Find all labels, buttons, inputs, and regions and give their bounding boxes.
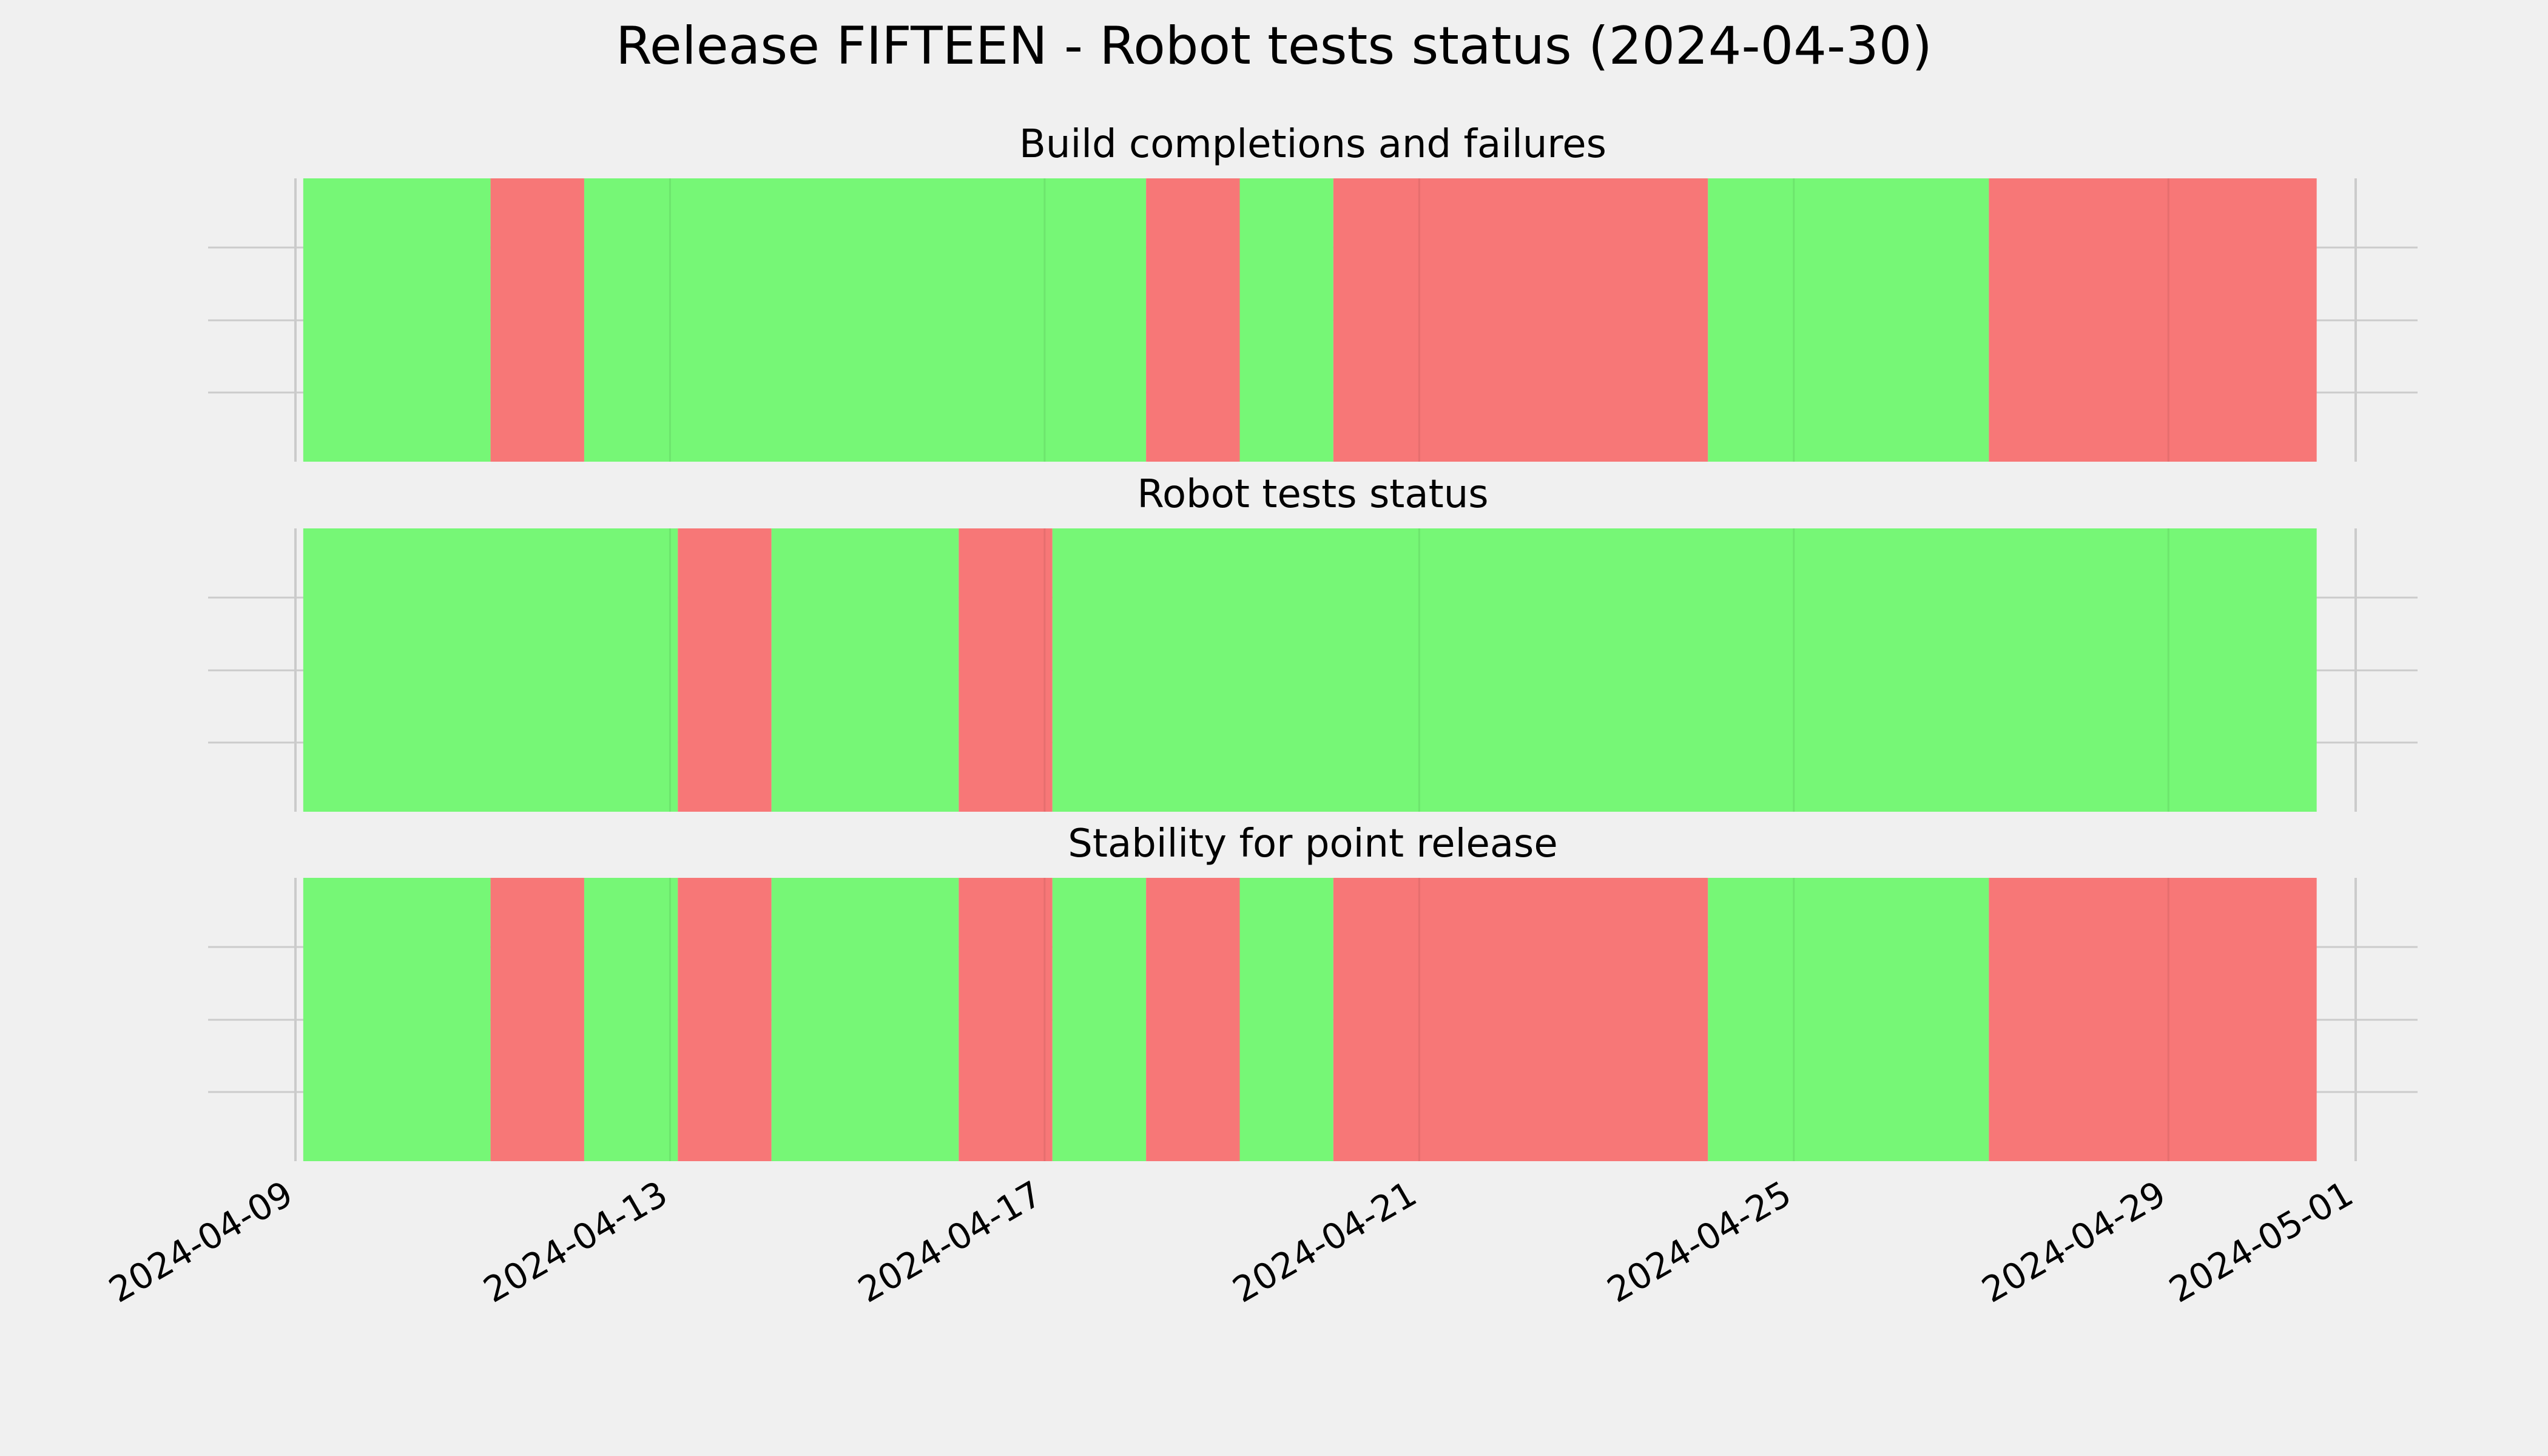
segment-pass (771, 528, 959, 812)
segment-fail (678, 878, 772, 1161)
segment-pass (1052, 528, 2317, 812)
segment-pass (303, 878, 491, 1161)
segment-pass (303, 178, 491, 462)
segment-pass (584, 178, 1147, 462)
segment-pass (303, 528, 678, 812)
segment-fail (490, 878, 584, 1161)
chart-title: Release FIFTEEN - Robot tests status (20… (616, 16, 1932, 76)
segment-pass (1239, 878, 1333, 1161)
segment-fail (1146, 878, 1240, 1161)
segment-fail (1146, 178, 1240, 462)
panel-2: Robot tests status (208, 472, 2418, 812)
segment-fail (1989, 878, 2317, 1161)
segment-pass (1708, 178, 1989, 462)
segment-pass (771, 878, 959, 1161)
panel-title: Stability for point release (1068, 821, 1558, 866)
segment-fail (1989, 178, 2317, 462)
segment-fail (1333, 878, 1708, 1161)
panel-title: Robot tests status (1137, 472, 1488, 517)
segment-pass (584, 878, 678, 1161)
panel-1: Build completions and failures (208, 122, 2418, 462)
segment-pass (1708, 878, 1989, 1161)
segment-fail (678, 528, 772, 812)
segment-fail (490, 178, 584, 462)
panel-3: Stability for point release (208, 821, 2418, 1161)
segment-fail (959, 878, 1053, 1161)
panels: Build completions and failures Robot test… (208, 122, 2418, 1161)
segment-pass (1052, 878, 1147, 1161)
segment-fail (959, 528, 1053, 812)
panel-title: Build completions and failures (1019, 122, 1606, 167)
segment-fail (1333, 178, 1708, 462)
segment-pass (1239, 178, 1333, 462)
